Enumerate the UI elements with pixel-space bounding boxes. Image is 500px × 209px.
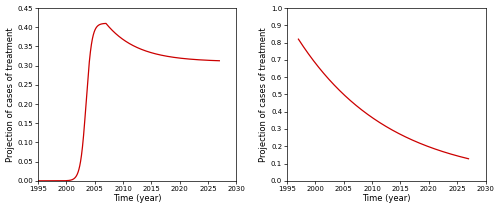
Y-axis label: Projection of cases of treatment: Projection of cases of treatment <box>259 27 268 162</box>
X-axis label: Time (year): Time (year) <box>362 194 410 203</box>
Y-axis label: Projection of cases of treatment: Projection of cases of treatment <box>6 27 15 162</box>
X-axis label: Time (year): Time (year) <box>113 194 162 203</box>
